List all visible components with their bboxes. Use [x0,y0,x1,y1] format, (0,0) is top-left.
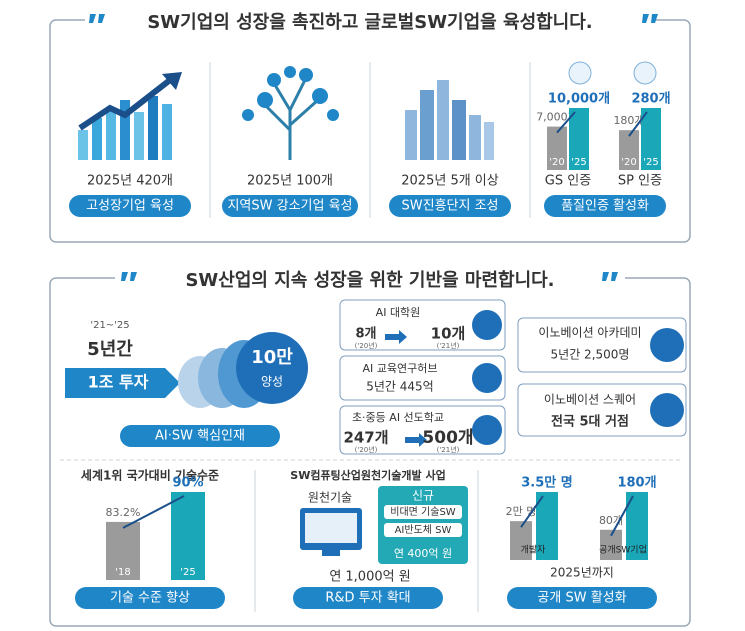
button-pill [544,195,666,217]
label: 5년간 445억 [366,380,433,394]
section-title: SW기업의 성장을 촉진하고 글로벌SW기업을 육성합니다. [147,11,592,33]
label: AI 교육연구허브 [363,362,438,375]
label: 10만 [251,347,293,368]
group-label: 개발자 [521,545,547,556]
label: 연 1,000억 원 [329,570,410,585]
bar [510,521,532,560]
label: '21~'25 [90,320,129,331]
value-label: 180개 [613,114,644,127]
button-pill [222,195,358,217]
city-illustration [405,80,494,160]
trend-arrow [556,111,576,134]
talent-illustration [65,332,308,408]
button-label: 기술 수준 향상 [110,591,190,606]
trend-arrow [628,111,648,137]
value-label: 280개 [631,92,670,107]
category-label: '25 [643,157,658,168]
label: 비대면 기술SW [390,506,456,518]
label: ('20년) [355,445,378,454]
bar [626,492,648,560]
button-pill [75,587,225,609]
label: 10개 [431,325,466,343]
value-label: 3.5만 명 [521,475,572,491]
label: 5년간 [87,339,133,360]
button-label: AI·SW 핵심인재 [155,429,245,444]
bar [536,492,558,560]
label: 1조 투자 [88,373,149,392]
label: 5년간 2,500명 [551,348,630,362]
label: 양성 [261,375,283,389]
trend-arrow [610,495,634,537]
label: 500개 [422,428,473,448]
button-pill [389,195,511,217]
bar [547,126,567,170]
category-label: '25 [180,567,195,578]
separators [60,62,680,612]
bar [171,492,205,580]
program-boxes [339,299,687,455]
trend-arrow [520,495,544,528]
quote-marks [89,14,658,281]
bar [600,529,622,560]
rnd-illustration [300,486,468,564]
label: SW컴퓨팅산업원천기술개발 사업 [290,468,445,482]
label: ('20년) [355,341,378,350]
label: 8개 [355,327,376,342]
caption: 2025년 5개 이상 [401,174,498,189]
value-label: 180개 [617,476,656,491]
button-label: 공개 SW 활성화 [537,591,626,606]
label: 전국 5대 거점 [551,414,629,430]
group-label: 공개SW기업 [599,545,647,556]
caption: SP 인증 [618,174,662,189]
category-label: '18 [115,567,130,578]
section-title: SW산업의 지속 성장을 위한 기반을 마련합니다. [185,269,554,291]
category-label: '25 [571,157,586,168]
label: ('21년) [437,341,460,350]
title-bg [85,8,655,36]
course-icons [568,61,657,85]
bar [619,130,639,170]
tree-illustration [242,66,339,160]
caption: 2025년 100개 [247,174,333,189]
label: 2025년까지 [550,566,614,580]
label: 신규 [412,489,434,503]
button-pill [120,425,280,447]
label: 원천기술 [308,490,352,505]
bar [569,108,589,170]
category-label: '20 [549,157,564,168]
label: 이노베이션 스퀘어 [544,393,636,407]
button-pill [293,587,443,609]
label: 연 400억 원 [394,547,452,560]
button-pill [507,587,657,609]
button-label: 지역SW 강소기업 육성 [227,199,352,214]
button-label: SW진흥단지 조성 [402,199,499,214]
label: 초·중등 AI 선도학교 [352,411,444,424]
label: 247개 [343,429,388,447]
caption: 2025년 420개 [87,174,173,189]
caption: GS 인증 [545,174,591,189]
value-label: 90% [172,476,203,491]
value-label: 83.2% [106,506,141,519]
button-label: R&D 투자 확대 [325,591,410,606]
category-label: '20 [621,157,636,168]
label: AI 대학원 [376,306,421,319]
label: 세계1위 국가대비 기술수준 [81,468,219,483]
value-label: 10,000개 [548,92,610,107]
growth-illustration [78,72,182,160]
button-label: 고성장기업 육성 [86,199,174,214]
button-label: 품질인증 활성화 [561,199,649,214]
bar [106,521,140,580]
title-bg [115,266,625,294]
trend-arrow [122,495,185,529]
label: AI반도체 SW [395,524,452,536]
button-pill [69,195,191,217]
bar [641,108,661,170]
label: ('21년) [437,445,460,454]
label: 이노베이션 아카데미 [538,326,641,340]
